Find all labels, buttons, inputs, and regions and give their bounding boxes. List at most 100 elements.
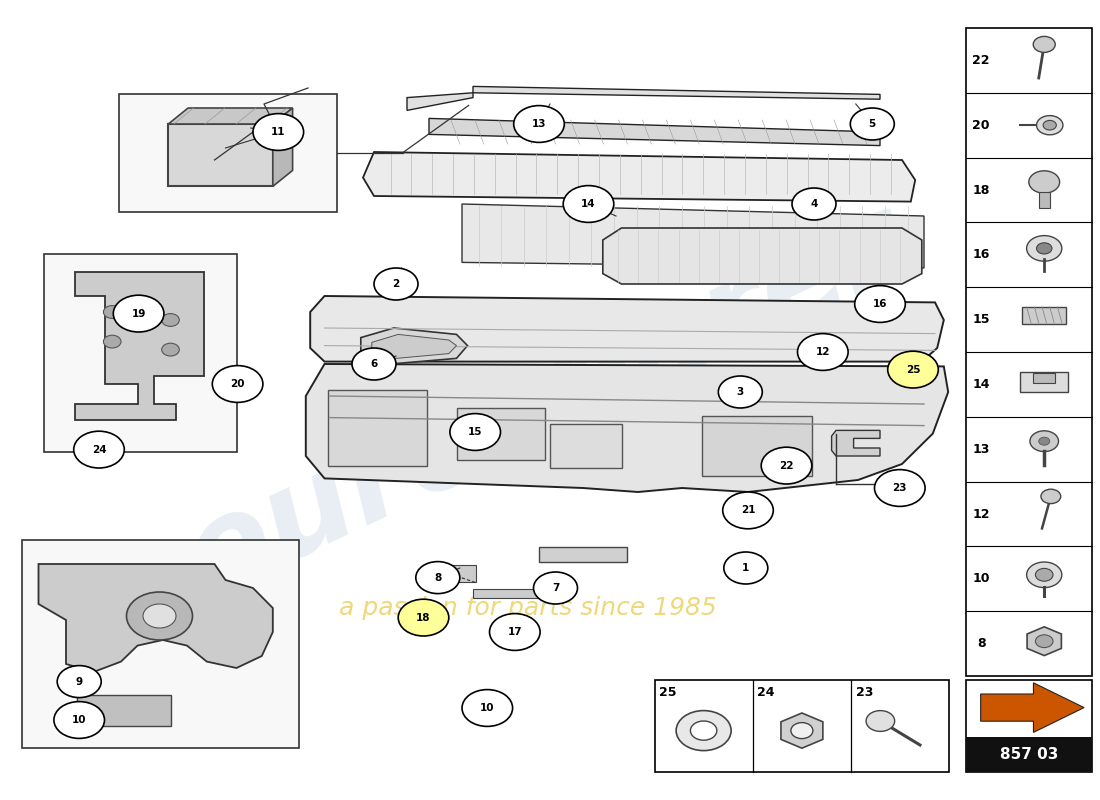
Bar xyxy=(550,424,622,468)
Circle shape xyxy=(761,447,812,484)
Text: 2: 2 xyxy=(393,279,399,289)
Bar xyxy=(473,589,544,598)
Text: 8: 8 xyxy=(434,573,441,582)
Circle shape xyxy=(74,431,124,468)
Bar xyxy=(702,416,812,476)
Polygon shape xyxy=(981,682,1084,733)
Bar xyxy=(654,680,949,772)
Bar xyxy=(456,408,544,460)
Text: 10: 10 xyxy=(972,572,990,586)
Polygon shape xyxy=(363,152,915,202)
Text: 15: 15 xyxy=(972,313,990,326)
Circle shape xyxy=(1036,242,1052,254)
Text: 24: 24 xyxy=(757,686,774,699)
Bar xyxy=(168,124,273,186)
Circle shape xyxy=(253,114,304,150)
Text: 4: 4 xyxy=(811,199,817,209)
Text: 22: 22 xyxy=(779,461,794,470)
Circle shape xyxy=(162,343,179,356)
Text: 14: 14 xyxy=(972,378,990,391)
Circle shape xyxy=(57,666,101,698)
Circle shape xyxy=(103,335,121,348)
Text: 7: 7 xyxy=(552,583,559,593)
Circle shape xyxy=(514,106,564,142)
Text: 16: 16 xyxy=(872,299,888,309)
Circle shape xyxy=(1043,120,1056,130)
Text: 10: 10 xyxy=(72,715,87,725)
Circle shape xyxy=(888,351,938,388)
Text: 17: 17 xyxy=(507,627,522,637)
Text: 11: 11 xyxy=(271,127,286,137)
Bar xyxy=(1020,372,1068,392)
Circle shape xyxy=(723,492,773,529)
Text: 23: 23 xyxy=(856,686,873,699)
Circle shape xyxy=(874,470,925,506)
Circle shape xyxy=(691,721,717,740)
Circle shape xyxy=(724,552,768,584)
Circle shape xyxy=(792,188,836,220)
Text: 15: 15 xyxy=(468,427,483,437)
Circle shape xyxy=(1028,170,1059,194)
Text: 14: 14 xyxy=(581,199,596,209)
Text: 21: 21 xyxy=(740,506,756,515)
Polygon shape xyxy=(1027,626,1062,655)
Bar xyxy=(1022,306,1066,325)
Bar xyxy=(1038,192,1049,208)
Circle shape xyxy=(113,295,164,332)
Circle shape xyxy=(212,366,263,402)
Text: 22: 22 xyxy=(972,54,990,67)
Bar xyxy=(1033,373,1055,382)
Text: 3: 3 xyxy=(737,387,744,397)
Text: 16: 16 xyxy=(972,248,990,262)
Polygon shape xyxy=(39,564,273,672)
Text: 13: 13 xyxy=(531,119,547,129)
Circle shape xyxy=(126,592,192,640)
Circle shape xyxy=(162,314,179,326)
Circle shape xyxy=(1038,437,1049,445)
Text: 18: 18 xyxy=(416,613,431,622)
Polygon shape xyxy=(75,272,204,420)
Text: 5: 5 xyxy=(869,119,876,129)
Text: a passion for parts since 1985: a passion for parts since 1985 xyxy=(339,596,717,620)
Text: 1: 1 xyxy=(742,563,749,573)
Circle shape xyxy=(416,562,460,594)
Circle shape xyxy=(1035,568,1053,581)
Polygon shape xyxy=(361,328,468,364)
Polygon shape xyxy=(407,93,473,110)
Text: 857 03: 857 03 xyxy=(1000,747,1058,762)
Text: eurospares: eurospares xyxy=(166,178,934,622)
Text: 12: 12 xyxy=(815,347,830,357)
Polygon shape xyxy=(306,364,948,492)
Circle shape xyxy=(462,690,513,726)
Circle shape xyxy=(398,599,449,636)
Circle shape xyxy=(352,348,396,380)
Text: 12: 12 xyxy=(972,507,990,521)
Circle shape xyxy=(1030,430,1058,451)
Bar xyxy=(119,94,337,212)
Polygon shape xyxy=(372,334,456,358)
Circle shape xyxy=(791,722,813,738)
Circle shape xyxy=(866,710,894,731)
Text: 20: 20 xyxy=(972,118,990,132)
Circle shape xyxy=(563,186,614,222)
Polygon shape xyxy=(310,296,944,362)
Circle shape xyxy=(798,334,848,370)
Circle shape xyxy=(1026,235,1061,261)
Text: 8: 8 xyxy=(977,637,986,650)
Circle shape xyxy=(1041,489,1060,504)
Bar xyxy=(446,565,476,582)
Polygon shape xyxy=(429,118,880,146)
Circle shape xyxy=(855,286,905,322)
Bar xyxy=(328,390,427,466)
Circle shape xyxy=(1026,562,1061,587)
Bar xyxy=(22,540,299,748)
Bar xyxy=(539,547,627,562)
Text: 24: 24 xyxy=(91,445,107,454)
Text: 19: 19 xyxy=(131,309,146,318)
Circle shape xyxy=(1035,634,1053,647)
Text: 18: 18 xyxy=(972,183,990,197)
Circle shape xyxy=(450,414,500,450)
Text: 25: 25 xyxy=(659,686,676,699)
Bar xyxy=(966,737,1092,772)
Text: 25: 25 xyxy=(905,365,921,374)
